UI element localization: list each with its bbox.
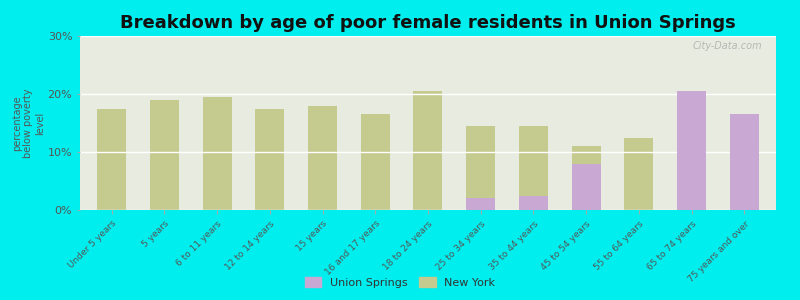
Bar (361, 114, 390, 210)
Bar (572, 146, 601, 210)
Bar (572, 164, 601, 210)
Bar (625, 137, 654, 210)
Bar (414, 91, 442, 210)
Bar (97, 109, 126, 210)
Bar (677, 135, 706, 210)
Bar (466, 126, 495, 210)
Bar (150, 100, 179, 210)
Bar (730, 117, 759, 210)
Bar (466, 198, 495, 210)
Bar (519, 196, 548, 210)
Bar (308, 106, 337, 210)
Bar (202, 97, 231, 210)
Text: City-Data.com: City-Data.com (693, 41, 762, 51)
Y-axis label: percentage
below poverty
level: percentage below poverty level (12, 88, 45, 158)
Bar (519, 126, 548, 210)
Bar (255, 109, 284, 210)
Bar (730, 114, 759, 210)
Bar (677, 91, 706, 210)
Title: Breakdown by age of poor female residents in Union Springs: Breakdown by age of poor female resident… (120, 14, 736, 32)
Legend: Union Springs, New York: Union Springs, New York (302, 274, 498, 291)
